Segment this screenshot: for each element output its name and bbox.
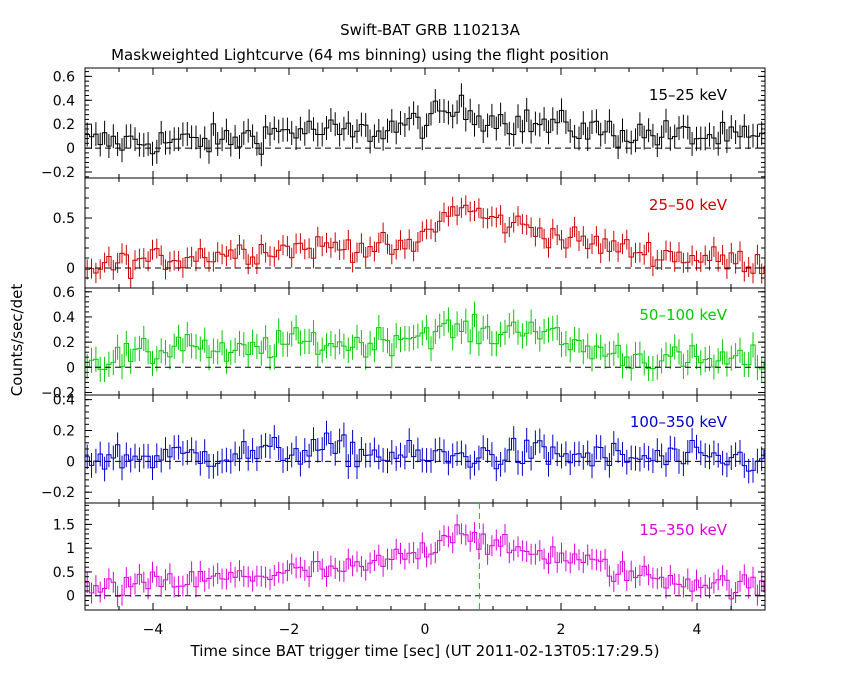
y-tick-label: 0.5 bbox=[53, 565, 75, 581]
chart-title: Swift-BAT GRB 110213A bbox=[340, 21, 520, 39]
step-line bbox=[85, 204, 765, 279]
x-tick-label: −2 bbox=[279, 622, 300, 638]
x-tick-label: 2 bbox=[557, 622, 566, 638]
panel-25-50-kev: 0 0.5 25–50 keV bbox=[53, 177, 766, 289]
y-tick-label: 0.2 bbox=[53, 335, 75, 351]
y-tick-label: 0 bbox=[66, 589, 75, 605]
band-label: 50–100 keV bbox=[639, 306, 727, 324]
y-tick-label: 0.4 bbox=[53, 93, 75, 109]
panels: −0.2 0 0.2 0.4 0.6 15–25 keV 0 0.5 25–50 keV −0.2… bbox=[41, 67, 766, 611]
x-tick-labels: −4 −2 0 2 4 bbox=[143, 622, 702, 638]
band-label: 100–350 keV bbox=[630, 413, 728, 431]
panel-15-25-kev: −0.2 0 0.2 0.4 0.6 15–25 keV bbox=[41, 67, 766, 181]
x-tick-label: −4 bbox=[143, 622, 164, 638]
y-tick-label: 0 bbox=[66, 360, 75, 376]
series-4 bbox=[85, 514, 765, 610]
series-0 bbox=[85, 83, 765, 167]
y-tick-label: −0.2 bbox=[41, 165, 75, 181]
x-tick-label: 0 bbox=[421, 622, 430, 638]
chart-subtitle: Maskweighted Lightcurve (64 ms binning) … bbox=[111, 46, 609, 64]
x-axis-label: Time since BAT trigger time [sec] (UT 20… bbox=[190, 642, 660, 660]
x-tick-label: 4 bbox=[693, 622, 702, 638]
band-label: 25–50 keV bbox=[649, 196, 728, 214]
y-tick-label: −0.2 bbox=[41, 385, 75, 401]
y-tick-label: 0.6 bbox=[53, 285, 75, 301]
y-tick-label: 0.4 bbox=[53, 393, 75, 409]
y-axis-label: Counts/sec/det bbox=[8, 284, 26, 397]
y-tick-label: 0.5 bbox=[53, 211, 75, 227]
y-tick-label: 0.6 bbox=[53, 69, 75, 85]
y-tick-label: 1 bbox=[66, 541, 75, 557]
panel-frame bbox=[84, 177, 766, 289]
panel-50-100-kev: −0.2 0 0.2 0.4 0.6 50–100 keV bbox=[41, 285, 766, 401]
step-line bbox=[85, 313, 765, 370]
band-label: 15–25 keV bbox=[649, 86, 728, 104]
y-tick-label: 1.5 bbox=[53, 517, 75, 533]
panel-100-350-kev: −0.2 0 0.2 0.4 100–350 keV bbox=[41, 393, 766, 504]
y-tick-label: 0.2 bbox=[53, 423, 75, 439]
y-tick-label: 0.2 bbox=[53, 117, 75, 133]
band-label: 15–350 keV bbox=[639, 521, 727, 539]
panel-15-350-kev: 0 0.5 1 1.5 15–350 keV bbox=[53, 502, 766, 611]
y-tick-label: −0.2 bbox=[41, 485, 75, 501]
step-line bbox=[85, 94, 765, 155]
y-tick-label: 0 bbox=[66, 141, 75, 157]
y-tick-label: 0 bbox=[66, 261, 75, 277]
y-tick-label: 0 bbox=[66, 454, 75, 470]
step-line bbox=[85, 524, 765, 600]
y-tick-label: 0.4 bbox=[53, 310, 75, 326]
series-1 bbox=[85, 195, 765, 288]
